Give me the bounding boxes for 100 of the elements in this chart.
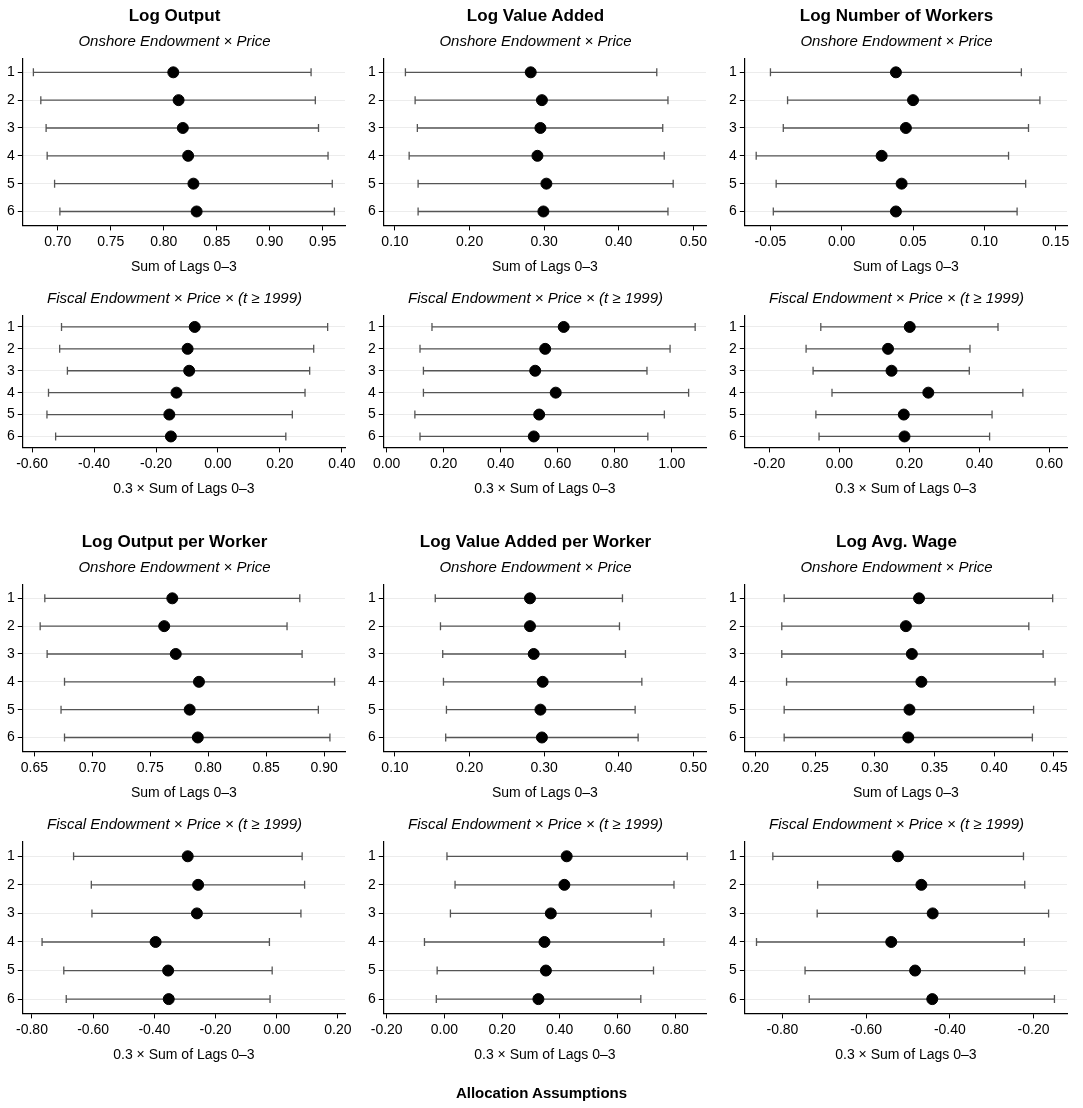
point: [902, 731, 915, 744]
point: [560, 850, 573, 863]
x-tick-label: -0.40: [933, 1020, 966, 1037]
x-tick-label: 0.00: [204, 454, 232, 471]
x-tick-label: 0.20: [266, 454, 294, 471]
y-tick-label: 3: [6, 118, 15, 135]
y-tick-label: 5: [367, 700, 376, 717]
y-tick-label: 2: [367, 91, 376, 108]
y-tick-label: 5: [6, 700, 15, 717]
chart-subtitle: Onshore Endowment × Price: [800, 557, 993, 575]
point: [162, 964, 175, 977]
point: [181, 850, 194, 863]
x-tick-label: -0.05: [754, 232, 787, 249]
y-tick-label: 5: [6, 405, 15, 422]
x-tick-label: -0.60: [850, 1020, 883, 1037]
y-tick-label: 3: [728, 361, 737, 378]
y-tick-label: 4: [728, 672, 737, 689]
point: [162, 993, 175, 1006]
point: [192, 878, 205, 891]
chart-subtitle: Fiscal Endowment × Price × (t ≥ 1999): [46, 289, 303, 307]
point: [882, 342, 895, 355]
x-tick-label: 0.90: [256, 232, 284, 249]
x-tick-label: 0.40: [328, 454, 356, 471]
x-axis-title: Sum of Lags 0–3: [491, 258, 599, 275]
chart-subtitle: Onshore Endowment × Price: [78, 31, 271, 49]
x-tick-label: 0.20: [455, 758, 484, 775]
x-tick-label: 0.80: [601, 454, 629, 471]
x-tick-label: 0.25: [801, 758, 830, 775]
x-tick-label: 0.00: [373, 454, 401, 471]
point: [183, 364, 196, 377]
y-tick-label: 5: [367, 174, 376, 191]
y-tick-label: 1: [367, 317, 376, 334]
x-tick-label: 0.20: [430, 454, 458, 471]
y-tick-label: 5: [367, 405, 376, 422]
point: [549, 386, 562, 399]
x-tick-label: 0.20: [455, 232, 484, 249]
point: [899, 620, 912, 633]
x-tick-label: 0.10: [970, 232, 999, 249]
x-axis-title: 0.3 × Sum of Lags 0–3: [474, 480, 616, 497]
y-tick-label: 4: [6, 932, 15, 949]
y-tick-label: 1: [728, 317, 737, 334]
y-tick-label: 1: [728, 63, 737, 80]
chart-subtitle: Onshore Endowment × Price: [800, 31, 993, 49]
x-tick-label: 0.10: [381, 232, 409, 249]
x-tick-label: 0.85: [252, 758, 281, 775]
y-tick-label: 5: [728, 961, 737, 978]
x-tick-label: 0.15: [1041, 232, 1070, 249]
point: [909, 964, 922, 977]
point: [539, 342, 552, 355]
x-tick-label: 0.30: [530, 758, 558, 775]
x-tick-label: 0.40: [965, 454, 994, 471]
point: [536, 675, 549, 688]
x-axis-title: 0.3 × Sum of Lags 0–3: [113, 1046, 255, 1063]
x-tick-label: 0.75: [136, 758, 165, 775]
x-axis-title: Sum of Lags 0–3: [130, 258, 238, 275]
point: [885, 364, 898, 377]
x-tick-label: -0.20: [753, 454, 786, 471]
x-tick-label: 0.70: [44, 232, 72, 249]
y-tick-label: 3: [6, 904, 15, 921]
y-tick-label: 1: [6, 589, 15, 606]
point: [181, 342, 194, 355]
y-tick-label: 6: [728, 202, 737, 219]
y-tick-label: 4: [6, 383, 15, 400]
point: [534, 703, 547, 716]
x-axis-title: 0.3 × Sum of Lags 0–3: [835, 1046, 977, 1063]
y-tick-label: 5: [728, 405, 737, 422]
chart-subtitle: Fiscal Endowment × Price × (t ≥ 1999): [768, 815, 1025, 833]
x-axis-title: Sum of Lags 0–3: [130, 784, 238, 801]
y-tick-label: 1: [6, 847, 15, 864]
y-tick-label: 2: [6, 339, 15, 356]
point: [523, 620, 536, 633]
y-tick-label: 3: [367, 118, 376, 135]
point: [537, 205, 550, 218]
x-tick-label: 0.30: [530, 232, 558, 249]
point: [540, 177, 553, 190]
point: [544, 907, 557, 920]
chart-title: Log Output per Worker: [81, 531, 268, 551]
point: [529, 364, 542, 377]
y-tick-label: 4: [728, 932, 737, 949]
point: [534, 121, 547, 134]
y-tick-label: 4: [728, 146, 737, 163]
y-tick-label: 5: [728, 700, 737, 717]
point: [190, 907, 203, 920]
x-tick-label: 0.60: [544, 454, 572, 471]
point: [535, 94, 548, 107]
chart-subtitle: Fiscal Endowment × Price × (t ≥ 1999): [46, 815, 303, 833]
y-tick-label: 6: [367, 202, 376, 219]
y-tick-label: 4: [367, 672, 376, 689]
y-tick-label: 6: [6, 728, 15, 745]
y-tick-label: 1: [728, 589, 737, 606]
x-tick-label: 0.80: [150, 232, 178, 249]
point: [538, 935, 551, 948]
y-tick-label: 6: [367, 728, 376, 745]
y-tick-label: 2: [728, 875, 737, 892]
y-tick-label: 1: [367, 63, 376, 80]
point: [875, 149, 888, 162]
x-tick-label: 0.40: [980, 758, 1009, 775]
chart-title: Log Output: [128, 5, 221, 25]
x-tick-label: 0.50: [679, 232, 708, 249]
point: [913, 592, 926, 605]
